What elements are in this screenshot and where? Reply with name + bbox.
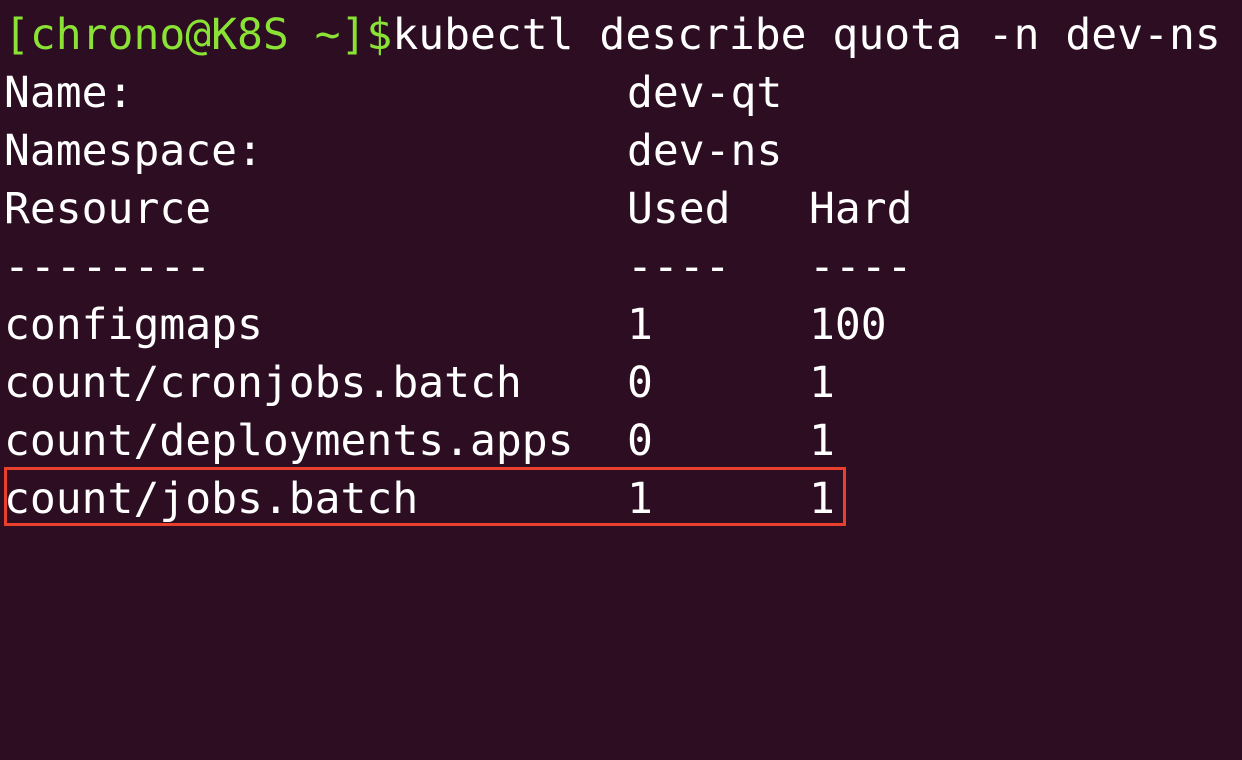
separator-resource: --------: [4, 242, 212, 292]
meta-label: Namespace:: [4, 126, 263, 176]
table-row: count/cronjobs.batch 0 1: [4, 354, 1204, 412]
header-resource: Resource: [4, 184, 212, 234]
row-hard: 1: [809, 416, 835, 466]
meta-value: dev-ns: [627, 126, 783, 176]
table-separator: -------- ---- ----: [4, 238, 1204, 296]
meta-row-name: Name: dev-qt: [4, 64, 1204, 122]
row-resource: count/deployments.apps: [4, 416, 574, 466]
header-hard: Hard: [809, 184, 913, 234]
row-resource: count/jobs.batch: [4, 474, 419, 524]
row-resource: count/cronjobs.batch: [4, 358, 522, 408]
row-resource: configmaps: [4, 300, 263, 350]
row-hard: 1: [809, 358, 835, 408]
highlight-box: [4, 467, 846, 526]
command-text: kubectl describe quota -n dev-ns: [392, 10, 1221, 60]
separator-used: ----: [627, 242, 731, 292]
meta-label: Name:: [4, 68, 134, 118]
table-row-highlighted: count/jobs.batch 1 1: [4, 470, 1204, 528]
meta-value: dev-qt: [627, 68, 783, 118]
row-used: 0: [627, 416, 653, 466]
header-used: Used: [627, 184, 731, 234]
shell-prompt: [chrono@K8S ~]$: [4, 10, 393, 60]
command-line: [chrono@K8S ~]$kubectl describe quota -n…: [4, 6, 1221, 64]
table-header: Resource Used Hard: [4, 180, 1204, 238]
separator-hard: ----: [809, 242, 913, 292]
table-row: count/deployments.apps 0 1: [4, 412, 1204, 470]
row-hard: 1: [809, 474, 835, 524]
table-row: configmaps 1 100: [4, 296, 1204, 354]
row-used: 1: [627, 474, 653, 524]
row-hard: 100: [809, 300, 887, 350]
meta-row-namespace: Namespace: dev-ns: [4, 122, 1204, 180]
row-used: 1: [627, 300, 653, 350]
row-used: 0: [627, 358, 653, 408]
